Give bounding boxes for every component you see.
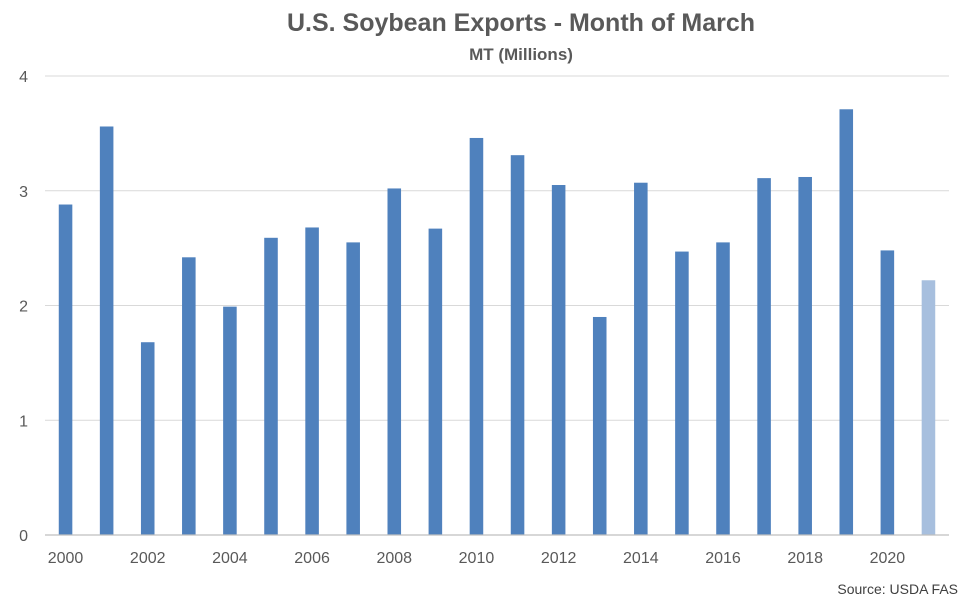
y-tick-label: 0 bbox=[19, 528, 28, 545]
bar-2008 bbox=[387, 188, 402, 535]
x-tick-label: 2018 bbox=[787, 550, 823, 567]
bar-2012 bbox=[551, 185, 566, 535]
bar-2006 bbox=[305, 227, 319, 535]
y-axis-ticks: 0 1 2 3 4 bbox=[19, 69, 28, 545]
gridlines bbox=[45, 75, 949, 421]
x-tick-label: 2008 bbox=[376, 550, 412, 567]
x-tick-label: 2014 bbox=[623, 550, 659, 567]
x-tick-label: 2000 bbox=[48, 550, 84, 567]
x-tick-label: 2006 bbox=[294, 550, 330, 567]
bar-2019 bbox=[839, 109, 854, 535]
bar-2009 bbox=[428, 228, 443, 535]
source-note: Source: USDA FAS bbox=[837, 581, 958, 597]
bar-2007 bbox=[346, 242, 360, 535]
bars bbox=[58, 109, 936, 536]
bar-2018 bbox=[798, 176, 812, 536]
bar-2000 bbox=[58, 204, 73, 535]
x-tick-label: 2010 bbox=[459, 550, 495, 567]
bar-2013 bbox=[592, 316, 607, 535]
bar-2005 bbox=[264, 237, 278, 536]
bar-2014 bbox=[634, 182, 648, 535]
bar-2021 bbox=[921, 280, 936, 535]
x-tick-label: 2020 bbox=[870, 550, 906, 567]
bar-2002 bbox=[140, 342, 155, 535]
chart-subtitle: MT (Millions) bbox=[469, 45, 573, 64]
y-tick-label: 2 bbox=[19, 299, 28, 316]
y-tick-label: 3 bbox=[19, 184, 28, 201]
bar-2020 bbox=[880, 250, 895, 536]
bar-2015 bbox=[675, 251, 689, 535]
bar-2003 bbox=[182, 257, 196, 535]
x-tick-label: 2004 bbox=[212, 550, 248, 567]
y-tick-label: 4 bbox=[19, 69, 28, 86]
bar-2001 bbox=[99, 126, 114, 536]
x-tick-label: 2012 bbox=[541, 550, 577, 567]
bar-2010 bbox=[469, 137, 484, 535]
bar-2016 bbox=[716, 242, 730, 535]
y-tick-label: 1 bbox=[19, 413, 28, 430]
bar-2011 bbox=[510, 155, 525, 536]
x-tick-label: 2002 bbox=[130, 550, 166, 567]
bar-2017 bbox=[757, 178, 771, 535]
bar-2004 bbox=[223, 306, 237, 535]
chart-title: U.S. Soybean Exports - Month of March bbox=[287, 9, 755, 37]
x-axis-ticks: 2000 2002 2004 2006 2008 2010 2012 2014 2016 2018… bbox=[48, 550, 906, 567]
x-tick-label: 2016 bbox=[705, 550, 741, 567]
